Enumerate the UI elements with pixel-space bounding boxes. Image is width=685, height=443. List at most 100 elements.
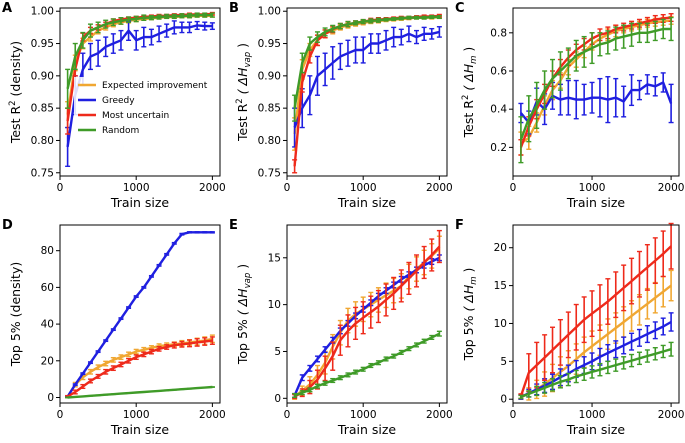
y-tick-label: 0.90 xyxy=(258,70,281,82)
x-tick-label: 0 xyxy=(284,409,291,421)
x-tick-label: 2000 xyxy=(658,409,685,421)
x-tick-label: 1000 xyxy=(123,182,150,194)
y-tick-label: 0.95 xyxy=(31,38,54,50)
y-tick-label: 1.00 xyxy=(258,6,281,18)
y-tick-label: 0 xyxy=(47,392,54,404)
series-line xyxy=(520,348,672,399)
legend: Expected improvement Greedy Most uncertain… xyxy=(74,77,212,141)
series-line xyxy=(66,13,213,90)
y-tick-label: 0.85 xyxy=(258,103,281,115)
series-line xyxy=(519,27,672,141)
x-tick-label: 1000 xyxy=(579,409,606,421)
y-tick-label: 0.80 xyxy=(258,135,281,147)
axes-frame xyxy=(512,7,680,177)
series-line xyxy=(519,245,672,397)
y-axis-label: Top 5% ( ΔHm ) xyxy=(461,268,479,362)
y-tick-label: 40 xyxy=(41,319,54,331)
panel-E: E 0 1000 2000 0 5 10 15 Train size Top 5% ( ΔHvap… xyxy=(229,218,453,437)
panel-letter: F xyxy=(455,218,464,233)
x-tick-label: 0 xyxy=(510,409,517,421)
x-tick-label: 0 xyxy=(57,182,64,194)
panel-letter: E xyxy=(229,218,238,233)
series-greedy xyxy=(292,25,442,148)
y-axis-label: Test R2 (density) xyxy=(8,41,23,144)
y-axis-label: Top 5% ( ΔHvap ) xyxy=(235,264,253,365)
y-tick-label: 5 xyxy=(274,346,281,358)
y-tick-label: 0.95 xyxy=(258,38,281,50)
y-tick-label: 0.75 xyxy=(258,167,281,179)
panel-C: C 0 1000 2000 0.2 0.4 0.6 0.8 Train size Test R2 … xyxy=(455,1,684,210)
y-tick-label: 5 xyxy=(500,356,507,368)
series-line xyxy=(520,320,672,398)
panel-letter: B xyxy=(229,1,239,16)
axes-frame xyxy=(286,224,448,404)
series-line xyxy=(519,16,672,148)
series-ei xyxy=(292,235,442,400)
x-axis-label: Train size xyxy=(110,195,170,210)
series-greedy xyxy=(518,72,674,135)
y-tick-label: 0.6 xyxy=(490,66,507,78)
legend-label: Expected improvement xyxy=(102,81,208,91)
series-line xyxy=(519,81,673,124)
panel-A: A 0 1000 2000 0.75 0.80 0.85 0.90 0.95 1.00 Train … xyxy=(2,1,226,210)
x-axis-label: Train size xyxy=(110,422,170,437)
panel-letter: A xyxy=(2,1,12,16)
y-tick-label: 0.90 xyxy=(31,70,54,82)
y-tick-label: 0 xyxy=(274,393,281,405)
y-tick-label: 0.80 xyxy=(31,135,54,147)
series-group xyxy=(65,231,215,399)
y-tick-label: 0.75 xyxy=(31,167,54,179)
x-tick-label: 1000 xyxy=(350,182,377,194)
series-group xyxy=(65,11,215,168)
panel-F: F 0 1000 2000 0 5 10 15 20 Train size Top 5% ( ΔHm… xyxy=(455,218,684,437)
panel-B: B 0 1000 2000 0.75 0.80 0.85 0.90 0.95 1.00 Train … xyxy=(229,1,453,210)
series-group xyxy=(292,13,442,174)
axes-frame xyxy=(59,224,221,404)
x-tick-label: 0 xyxy=(57,409,64,421)
series-random xyxy=(65,385,215,399)
series-mu xyxy=(292,229,442,400)
legend-label: Random xyxy=(102,126,139,136)
x-axis-label: Train size xyxy=(337,422,397,437)
y-axis-label: Test R2 ( ΔHvap ) xyxy=(235,43,253,142)
x-tick-label: 0 xyxy=(510,182,517,194)
y-tick-label: 0.85 xyxy=(31,103,54,115)
series-line xyxy=(294,245,441,398)
axes-frame xyxy=(286,7,448,177)
x-axis-label: Train size xyxy=(566,195,626,210)
series-line xyxy=(293,30,440,128)
series-line xyxy=(66,24,213,148)
series-mu xyxy=(65,336,215,399)
series-greedy xyxy=(65,20,215,168)
series-random xyxy=(518,341,674,400)
x-tick-label: 2000 xyxy=(658,182,685,194)
series-line xyxy=(66,339,213,398)
x-tick-label: 1000 xyxy=(123,409,150,421)
panel-D: D 0 1000 2000 0 20 40 60 80 Train size Top 5% (den… xyxy=(2,218,226,437)
axes-frame xyxy=(59,7,221,177)
series-group xyxy=(292,229,442,400)
x-tick-label: 1000 xyxy=(579,182,606,194)
panel-letter: D xyxy=(2,218,13,233)
y-tick-label: 10 xyxy=(268,299,281,311)
series-random xyxy=(292,330,442,399)
series-random xyxy=(292,15,442,122)
series-mu xyxy=(518,222,674,400)
series-group xyxy=(518,13,674,164)
x-tick-label: 0 xyxy=(284,182,291,194)
y-axis-label: Test R2 ( ΔHm ) xyxy=(461,47,479,139)
legend-label: Most uncertain xyxy=(102,111,169,121)
y-tick-label: 15 xyxy=(268,252,281,264)
y-tick-label: 0.4 xyxy=(490,104,507,116)
panel-letter: C xyxy=(455,1,465,16)
y-tick-label: 60 xyxy=(41,282,54,294)
y-tick-label: 0.8 xyxy=(490,27,507,39)
x-tick-label: 2000 xyxy=(199,182,226,194)
y-tick-label: 10 xyxy=(494,318,507,330)
y-tick-label: 80 xyxy=(41,245,54,257)
x-tick-label: 2000 xyxy=(199,409,226,421)
series-group xyxy=(518,222,674,401)
x-tick-label: 2000 xyxy=(426,182,453,194)
series-line xyxy=(67,385,213,399)
